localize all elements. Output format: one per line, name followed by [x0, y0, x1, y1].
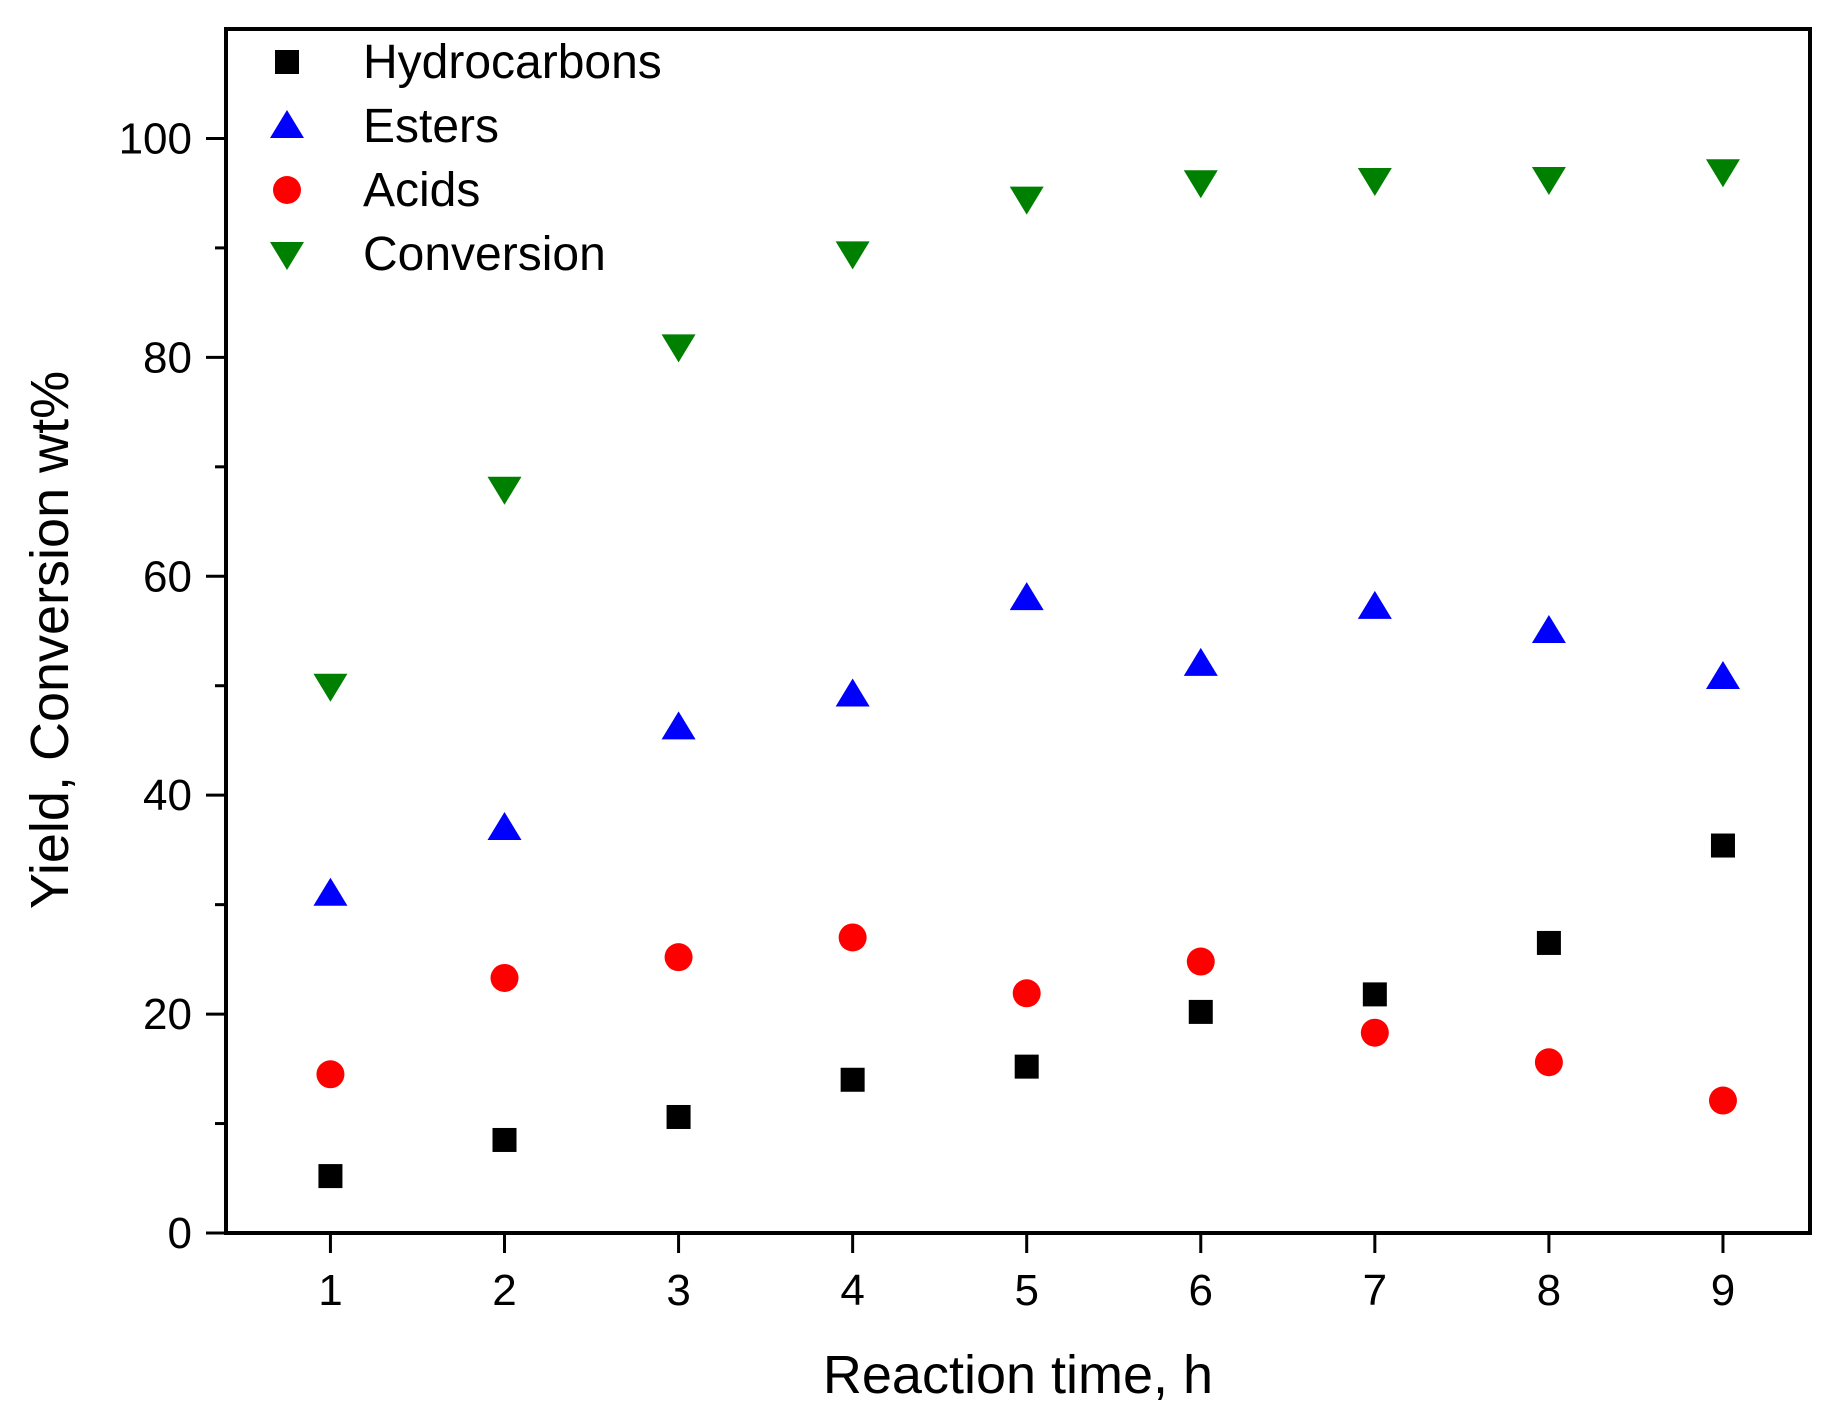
x-tick-label-4: 4 — [840, 1266, 864, 1315]
point-hydrocarbons-6 — [1188, 999, 1213, 1024]
legend-symbol-hydrocarbons — [275, 50, 299, 74]
y-tick-label-40: 40 — [143, 771, 192, 820]
series-esters — [313, 582, 1740, 906]
x-tick-label-5: 5 — [1014, 1266, 1038, 1315]
point-acids-7 — [1360, 1018, 1389, 1047]
point-acids-8 — [1534, 1048, 1563, 1077]
legend-label-hydrocarbons: Hydrocarbons — [363, 36, 662, 89]
legend-symbol-esters — [270, 110, 304, 138]
x-tick-label-9: 9 — [1711, 1266, 1735, 1315]
legend-symbols — [270, 50, 304, 270]
legend-label-acids: Acids — [363, 164, 480, 217]
point-conversion-9 — [1705, 159, 1740, 188]
series-conversion — [313, 159, 1740, 702]
point-esters-8 — [1531, 615, 1566, 643]
point-acids-2 — [490, 963, 519, 992]
point-esters-9 — [1705, 660, 1740, 689]
legend-symbol-acids — [273, 176, 301, 204]
series-hydrocarbons — [318, 833, 1735, 1189]
point-conversion-1 — [313, 673, 348, 702]
point-conversion-4 — [835, 241, 870, 270]
y-tick-label-60: 60 — [143, 552, 192, 601]
series-acids — [316, 923, 1737, 1115]
point-acids-3 — [664, 943, 693, 972]
point-esters-6 — [1183, 647, 1218, 676]
y-tick-label-100: 100 — [119, 114, 192, 163]
point-esters-3 — [661, 711, 696, 740]
legend-label-conversion: Conversion — [363, 228, 606, 281]
axis-ticks — [206, 136, 1725, 1253]
point-acids-6 — [1186, 947, 1215, 976]
legend: Hydrocarbons Esters Acids Conversion — [270, 36, 662, 281]
y-tick-label-80: 80 — [143, 333, 192, 382]
point-hydrocarbons-5 — [1014, 1054, 1039, 1079]
x-tick-label-8: 8 — [1537, 1266, 1561, 1315]
point-conversion-5 — [1009, 186, 1044, 215]
point-acids-5 — [1012, 979, 1041, 1008]
point-conversion-8 — [1531, 166, 1566, 195]
y-axis-title: Yield, Conversion wt% — [20, 371, 80, 909]
point-hydrocarbons-1 — [318, 1164, 343, 1189]
x-tick-labels: 1 2 3 4 5 6 7 8 9 — [318, 1266, 1735, 1315]
point-esters-5 — [1009, 582, 1044, 611]
data-points — [313, 159, 1740, 1189]
point-acids-4 — [838, 923, 867, 952]
point-hydrocarbons-9 — [1710, 833, 1735, 858]
y-tick-labels: 0 20 40 60 80 100 — [119, 114, 192, 1258]
point-hydrocarbons-3 — [666, 1104, 691, 1129]
point-acids-9 — [1708, 1086, 1737, 1115]
point-hydrocarbons-2 — [492, 1127, 517, 1152]
point-conversion-7 — [1357, 168, 1392, 197]
x-tick-label-3: 3 — [666, 1266, 690, 1315]
point-esters-7 — [1357, 590, 1392, 619]
point-esters-2 — [487, 812, 522, 841]
point-hydrocarbons-8 — [1536, 930, 1561, 955]
plot-frame — [224, 27, 1812, 1235]
point-esters-1 — [313, 877, 348, 906]
y-tick-label-0: 0 — [168, 1209, 192, 1258]
x-tick-label-7: 7 — [1363, 1266, 1387, 1315]
x-tick-label-6: 6 — [1189, 1266, 1213, 1315]
point-acids-1 — [316, 1060, 345, 1089]
x-tick-label-1: 1 — [318, 1266, 342, 1315]
point-conversion-6 — [1183, 170, 1218, 199]
x-axis-title: Reaction time, h — [823, 1345, 1213, 1405]
x-tick-label-2: 2 — [492, 1266, 516, 1315]
point-esters-4 — [835, 678, 870, 707]
point-hydrocarbons-7 — [1362, 982, 1387, 1007]
point-conversion-3 — [661, 334, 696, 363]
legend-symbol-conversion — [270, 242, 304, 270]
legend-label-esters: Esters — [363, 100, 499, 153]
point-hydrocarbons-4 — [840, 1067, 865, 1092]
y-tick-label-20: 20 — [143, 990, 192, 1039]
point-conversion-2 — [487, 476, 522, 505]
